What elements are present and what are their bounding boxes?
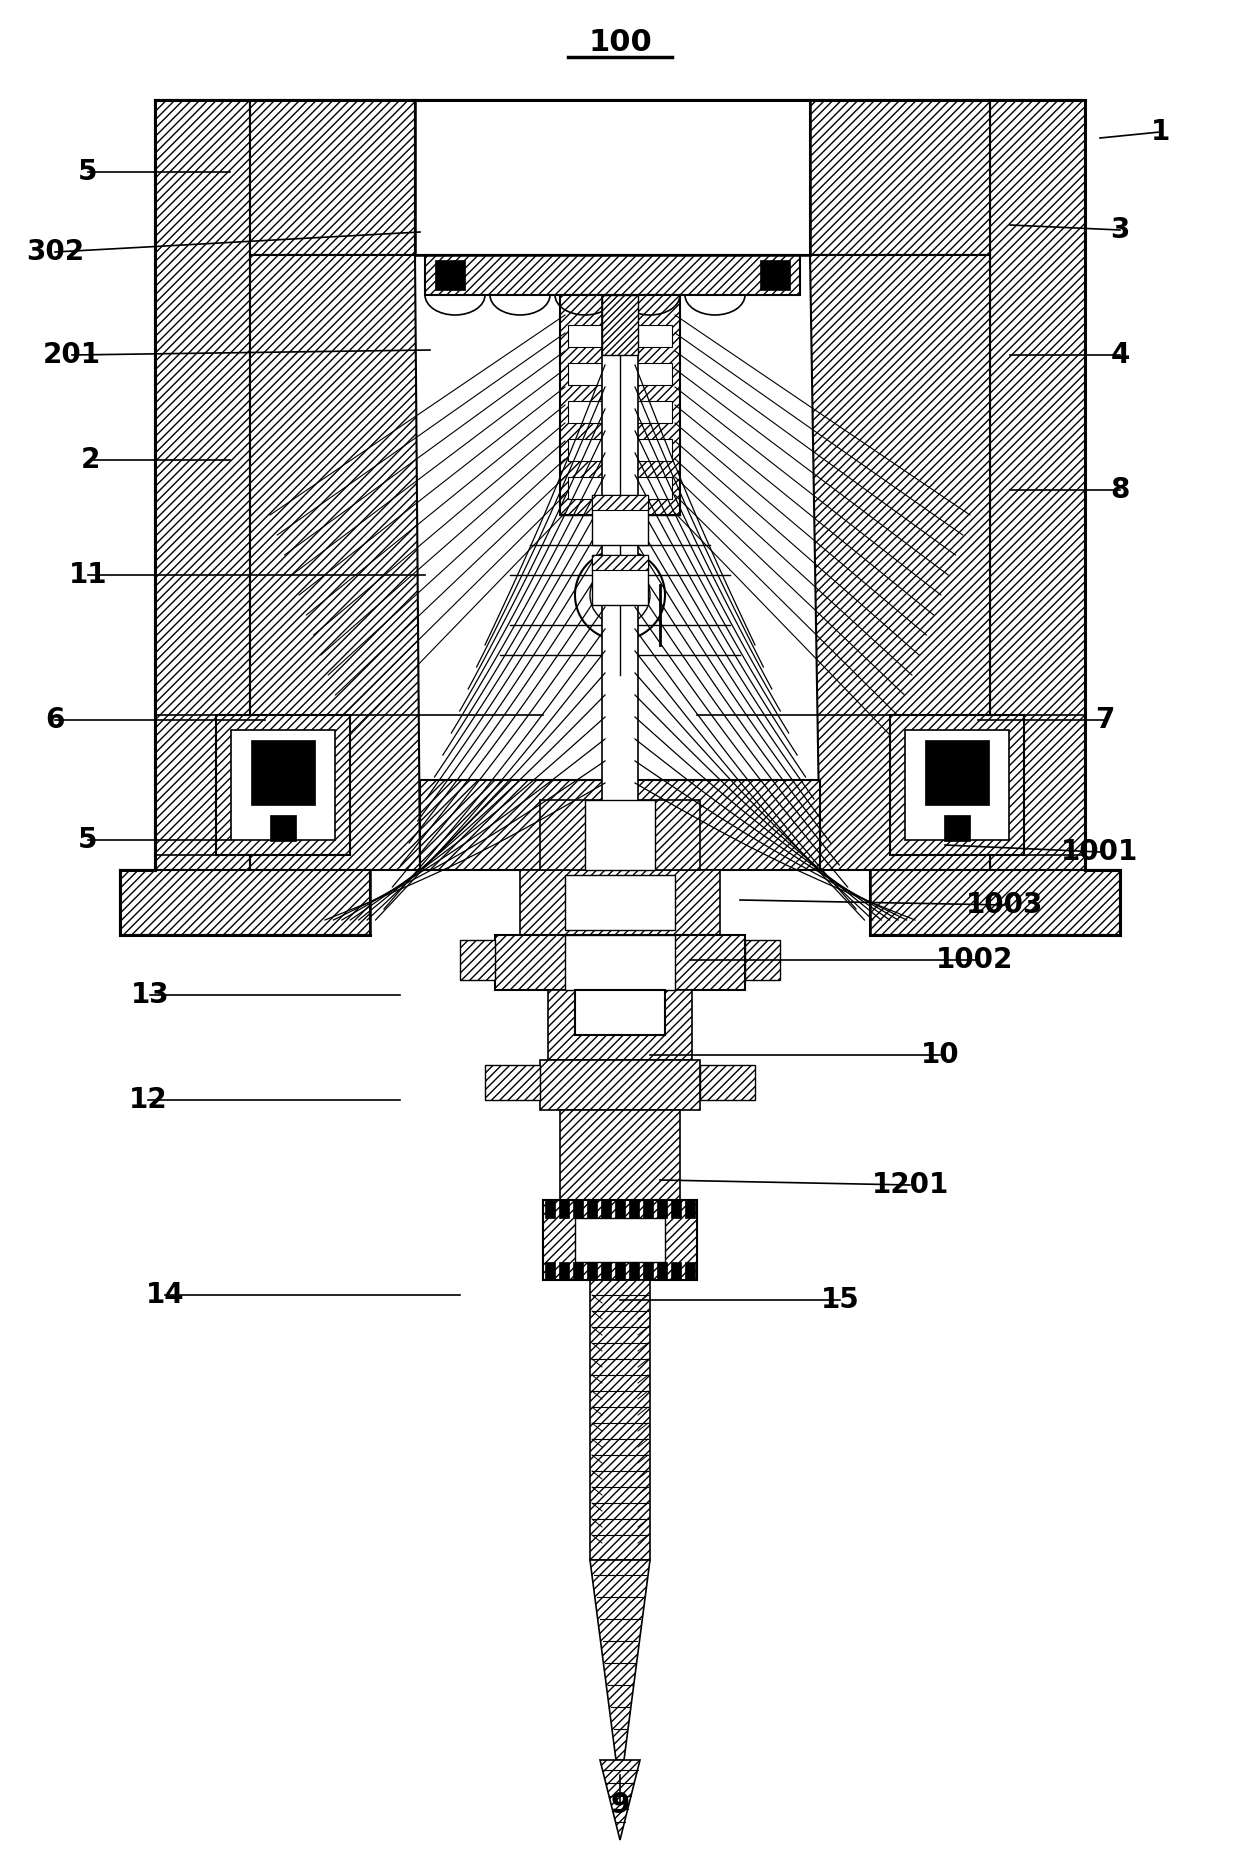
Polygon shape [644,1262,653,1280]
Polygon shape [684,1201,694,1217]
Polygon shape [216,715,350,854]
Polygon shape [657,1262,667,1280]
Polygon shape [657,1201,667,1217]
Polygon shape [559,1201,569,1217]
Polygon shape [575,990,665,1036]
Polygon shape [615,1262,625,1280]
Polygon shape [270,815,296,841]
Polygon shape [590,1560,650,1760]
Polygon shape [120,871,370,936]
Polygon shape [644,1201,653,1217]
Text: 1: 1 [1151,119,1169,146]
Polygon shape [425,256,800,295]
Text: 100: 100 [588,28,652,56]
Text: 5: 5 [78,158,98,185]
Polygon shape [601,1201,611,1217]
Polygon shape [568,363,672,385]
Polygon shape [684,1262,694,1280]
Polygon shape [575,1217,665,1262]
Polygon shape [560,1110,680,1230]
Polygon shape [601,1262,611,1280]
Polygon shape [590,1280,650,1560]
Text: 6: 6 [46,706,64,734]
Polygon shape [587,1262,596,1280]
Polygon shape [539,800,701,871]
Polygon shape [591,556,649,604]
Text: 1002: 1002 [936,947,1013,975]
Polygon shape [560,295,680,515]
Polygon shape [565,936,675,990]
Text: 15: 15 [821,1286,859,1314]
Text: 2: 2 [81,447,99,474]
Polygon shape [520,871,720,936]
Text: 12: 12 [129,1086,167,1114]
Polygon shape [546,1201,556,1217]
Polygon shape [671,1201,681,1217]
Polygon shape [568,400,672,422]
Polygon shape [539,1060,701,1110]
Text: 1003: 1003 [966,891,1044,919]
Polygon shape [629,1262,639,1280]
Polygon shape [601,295,639,356]
Polygon shape [460,939,495,980]
Polygon shape [615,1201,625,1217]
Polygon shape [420,780,820,871]
Text: 1201: 1201 [872,1171,949,1199]
Polygon shape [250,100,415,256]
Polygon shape [548,990,692,1060]
Polygon shape [760,259,790,291]
Polygon shape [870,871,1120,936]
Polygon shape [629,1201,639,1217]
Polygon shape [591,556,649,571]
Text: 5: 5 [78,826,98,854]
Polygon shape [250,739,315,804]
Polygon shape [890,715,1024,854]
Polygon shape [231,730,335,839]
Polygon shape [573,1262,583,1280]
Text: 9: 9 [610,1792,630,1820]
Polygon shape [565,875,675,930]
Polygon shape [543,1201,697,1280]
Text: 10: 10 [920,1041,960,1069]
Text: 302: 302 [26,237,84,267]
Polygon shape [905,730,1009,839]
Polygon shape [925,739,990,804]
Polygon shape [810,100,990,256]
Text: 1001: 1001 [1061,838,1138,865]
Text: 11: 11 [68,561,107,589]
Polygon shape [587,1201,596,1217]
Polygon shape [568,324,672,347]
Polygon shape [435,259,465,291]
Polygon shape [485,1065,539,1101]
Text: 13: 13 [130,980,170,1010]
Text: 8: 8 [1110,476,1130,504]
Text: 4: 4 [1110,341,1130,369]
Polygon shape [573,1201,583,1217]
Polygon shape [745,939,780,980]
Polygon shape [601,295,639,851]
Polygon shape [546,1262,556,1280]
Polygon shape [568,476,672,498]
Polygon shape [701,1065,755,1101]
Polygon shape [591,495,649,545]
Polygon shape [600,1760,640,1840]
Polygon shape [250,256,420,871]
Polygon shape [990,100,1085,871]
Polygon shape [495,936,745,990]
Text: 14: 14 [145,1280,185,1308]
Polygon shape [155,100,250,871]
Text: 7: 7 [1095,706,1115,734]
Polygon shape [591,495,649,510]
Text: 3: 3 [1110,217,1130,245]
Polygon shape [559,1262,569,1280]
Polygon shape [415,100,810,256]
Polygon shape [671,1262,681,1280]
Text: 201: 201 [43,341,100,369]
Polygon shape [568,439,672,461]
Polygon shape [585,800,655,871]
Polygon shape [944,815,970,841]
Polygon shape [810,256,990,871]
